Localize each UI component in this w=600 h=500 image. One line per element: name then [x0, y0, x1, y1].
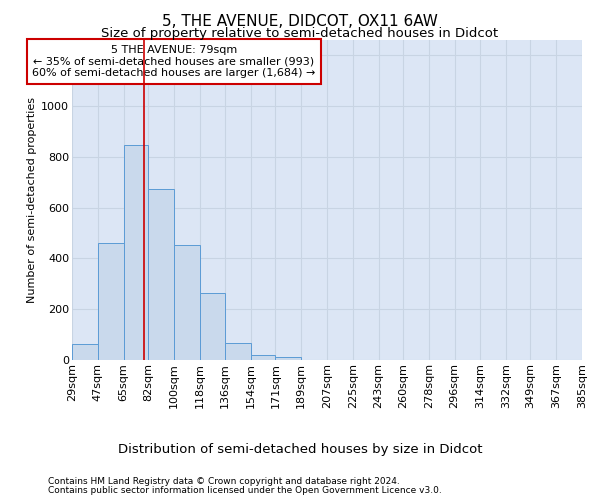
- Text: Distribution of semi-detached houses by size in Didcot: Distribution of semi-detached houses by …: [118, 442, 482, 456]
- Bar: [72, 344, 98, 360]
- Bar: [199, 292, 225, 360]
- Text: Size of property relative to semi-detached houses in Didcot: Size of property relative to semi-detach…: [101, 28, 499, 40]
- Text: Contains HM Land Registry data © Crown copyright and database right 2024.: Contains HM Land Registry data © Crown c…: [48, 478, 400, 486]
- Bar: [174, 245, 200, 360]
- Bar: [124, 144, 148, 360]
- Text: Contains public sector information licensed under the Open Government Licence v3: Contains public sector information licen…: [48, 486, 442, 495]
- Bar: [275, 358, 301, 360]
- Bar: [148, 188, 174, 360]
- Text: 5 THE AVENUE: 79sqm
← 35% of semi-detached houses are smaller (993)
60% of semi-: 5 THE AVENUE: 79sqm ← 35% of semi-detach…: [32, 45, 316, 78]
- Text: 5, THE AVENUE, DIDCOT, OX11 6AW: 5, THE AVENUE, DIDCOT, OX11 6AW: [162, 14, 438, 29]
- Bar: [225, 344, 251, 360]
- Bar: [98, 243, 124, 360]
- Y-axis label: Number of semi-detached properties: Number of semi-detached properties: [27, 97, 37, 303]
- Bar: [251, 356, 275, 360]
